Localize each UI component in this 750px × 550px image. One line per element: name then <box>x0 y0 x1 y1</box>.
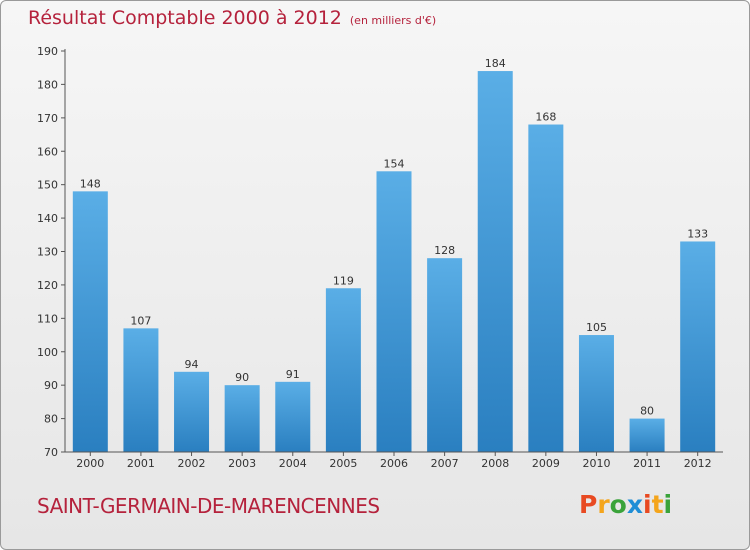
data-label: 184 <box>485 57 506 70</box>
logo-letter: i <box>663 490 673 519</box>
bar <box>477 71 513 453</box>
y-tick-label: 120 <box>37 279 58 292</box>
proxiti-logo[interactable]: Proxiti <box>579 490 672 519</box>
y-tick-label: 190 <box>37 45 58 58</box>
data-label: 91 <box>286 368 300 381</box>
data-label: 105 <box>586 321 607 334</box>
x-tick-label: 2005 <box>329 457 357 470</box>
data-label: 107 <box>130 314 151 327</box>
x-tick-label: 2004 <box>279 457 307 470</box>
bar <box>578 335 614 452</box>
logo-letter: t <box>651 490 664 519</box>
x-tick-label: 2010 <box>582 457 610 470</box>
bar <box>123 328 159 452</box>
logo-letter: i <box>643 490 652 519</box>
data-label: 168 <box>535 111 556 124</box>
y-tick-label: 180 <box>37 78 58 91</box>
x-axis: 2000 2001 2002 2003 2004 2005 2006 2007 2008 2009… <box>65 451 723 470</box>
data-label: 90 <box>235 371 249 384</box>
x-tick-label: 2012 <box>684 457 712 470</box>
logo-letter: o <box>609 490 627 519</box>
logo-letter: x <box>626 490 643 519</box>
x-tick-label: 2008 <box>481 457 509 470</box>
bar <box>275 381 311 452</box>
y-tick-label: 80 <box>44 413 58 426</box>
data-label: 128 <box>434 244 455 257</box>
bar <box>325 288 361 452</box>
bars-group: 148 107 94 90 91 119 154 128 184 168 105 80 133 <box>72 57 716 453</box>
data-label: 148 <box>80 177 101 190</box>
logo-letter: P <box>579 490 598 519</box>
bar <box>224 385 260 452</box>
x-tick-label: 2011 <box>633 457 661 470</box>
bar <box>680 241 716 452</box>
data-label: 94 <box>185 358 199 371</box>
x-tick-label: 2003 <box>228 457 256 470</box>
y-tick-label: 150 <box>37 179 58 192</box>
y-tick-label: 70 <box>44 446 58 459</box>
x-tick-label: 2006 <box>380 457 408 470</box>
bar <box>629 418 665 452</box>
bar <box>174 371 210 452</box>
y-tick-label: 110 <box>37 312 58 325</box>
y-tick-label: 130 <box>37 246 58 259</box>
x-tick-label: 2001 <box>127 457 155 470</box>
data-label: 119 <box>333 274 354 287</box>
chart-title: Résultat Comptable 2000 à 2012 (en millie… <box>28 7 436 29</box>
bar <box>528 124 564 453</box>
x-tick-label: 2009 <box>532 457 560 470</box>
bar <box>376 171 412 453</box>
x-tick-label: 2007 <box>431 457 459 470</box>
x-tick-label: 2002 <box>178 457 206 470</box>
title-text: Résultat Comptable 2000 à 2012 <box>28 7 342 29</box>
y-tick-label: 100 <box>37 346 58 359</box>
y-tick-label: 170 <box>37 112 58 125</box>
y-axis: 70 80 90 100 110 120 130 140 150 160 170 180 190 <box>37 45 66 459</box>
data-label: 80 <box>640 405 654 418</box>
y-tick-label: 140 <box>37 212 58 225</box>
y-tick-label: 160 <box>37 145 58 158</box>
x-tick-label: 2000 <box>76 457 104 470</box>
y-tick-label: 90 <box>44 379 58 392</box>
bar <box>427 258 463 452</box>
title-unit: (en milliers d'€) <box>349 14 437 27</box>
data-label: 133 <box>687 227 708 240</box>
data-label: 154 <box>384 157 405 170</box>
logo-letter: r <box>597 490 610 519</box>
commune-name: SAINT-GERMAIN-DE-MARENCENNES <box>37 494 380 518</box>
bar <box>72 191 108 452</box>
